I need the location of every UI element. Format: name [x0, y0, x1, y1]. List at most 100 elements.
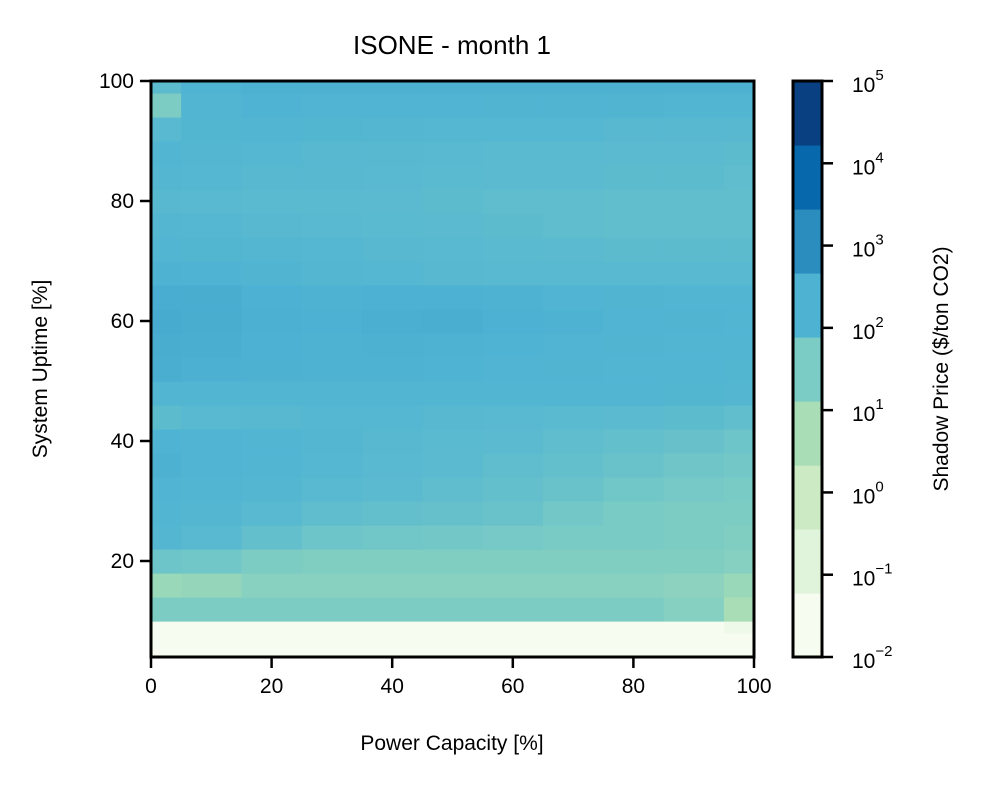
heatmap-cell: [151, 573, 182, 598]
heatmap-cell: [362, 81, 423, 94]
heatmap-cell: [241, 525, 303, 550]
heatmap-cell: [603, 141, 665, 166]
heatmap-cell: [181, 549, 243, 574]
heatmap-cell: [603, 261, 665, 286]
heatmap-cell: [362, 597, 423, 622]
heatmap-cell: [301, 141, 363, 166]
colorbar-tick-label: 104: [852, 149, 884, 179]
heatmap-cell: [482, 525, 544, 550]
heatmap-cell: [301, 165, 363, 190]
heatmap-cell: [663, 621, 725, 634]
heatmap-cell: [422, 165, 484, 190]
heatmap-cell: [241, 237, 303, 262]
heatmap-cell: [301, 93, 363, 118]
heatmap-cell: [181, 93, 243, 118]
heatmap-cell: [482, 261, 544, 286]
colorbar-tick-label: 105: [852, 67, 884, 97]
heatmap-cell: [301, 81, 363, 94]
heatmap-cell: [151, 213, 182, 238]
heatmap-cell: [241, 93, 303, 118]
heatmap-cell: [301, 453, 363, 478]
heatmap-cell: [542, 357, 604, 382]
heatmap-cell: [362, 141, 423, 166]
heatmap-cell: [301, 597, 363, 622]
heatmap-cell: [422, 597, 484, 622]
heatmap-cell: [241, 405, 303, 430]
heatmap-cell: [422, 285, 484, 310]
y-tick-label: 40: [111, 430, 134, 453]
heatmap-cell: [542, 81, 604, 94]
heatmap-cell: [422, 261, 484, 286]
heatmap-cell: [482, 333, 544, 358]
heatmap-cell: [723, 621, 755, 634]
heatmap-cell: [181, 81, 243, 94]
heatmap-cell: [241, 333, 303, 358]
heatmap-cell: [181, 429, 243, 454]
heatmap-cell: [151, 237, 182, 262]
heatmap-cell: [362, 405, 423, 430]
heatmap-cell: [362, 381, 423, 406]
heatmap-cell: [482, 117, 544, 142]
heatmap-cell: [663, 405, 725, 430]
heatmap-cell: [603, 237, 665, 262]
heatmap-cell: [151, 501, 182, 526]
colorbar-segment: [793, 593, 822, 658]
x-tick-label: 40: [381, 675, 404, 698]
heatmap-cell: [181, 477, 243, 502]
heatmap-cell: [603, 117, 665, 142]
heatmap-cell: [301, 549, 363, 574]
heatmap-cell: [723, 597, 755, 622]
heatmap-cell: [151, 189, 182, 214]
heatmap-cell: [603, 165, 665, 190]
heatmap-cell: [151, 549, 182, 574]
heatmap-cell: [151, 285, 182, 310]
heatmap-cell: [241, 213, 303, 238]
colorbar-label: Shadow Price ($/ton CO2): [930, 246, 953, 491]
heatmap-cell: [241, 357, 303, 382]
heatmap-cell: [362, 453, 423, 478]
colorbar: 10−2 10−1 100 101 102 103 104 105: [791, 67, 892, 673]
colorbar-tick-label: 102: [852, 314, 884, 344]
heatmap-cell: [542, 189, 604, 214]
x-tick-label: 100: [736, 675, 771, 698]
chart-title: ISONE - month 1: [353, 30, 551, 60]
heatmap-cell: [151, 477, 182, 502]
x-tick-label: 20: [260, 675, 283, 698]
y-tick-label: 100: [99, 70, 134, 93]
heatmap-cell: [723, 525, 755, 550]
heatmap-cell: [422, 309, 484, 334]
heatmap-cell: [241, 477, 303, 502]
heatmap-cell: [422, 453, 484, 478]
heatmap-cell: [663, 189, 725, 214]
heatmap-cell: [422, 381, 484, 406]
heatmap-cell: [482, 285, 544, 310]
y-tick-label: 20: [111, 550, 134, 573]
heatmap-cell: [723, 189, 755, 214]
heatmap-cell: [151, 621, 182, 634]
heatmap-cell: [663, 261, 725, 286]
heatmap-cell: [542, 381, 604, 406]
heatmap-cell: [663, 165, 725, 190]
heatmap-cell: [603, 525, 665, 550]
heatmap-cell: [482, 549, 544, 574]
heatmap-cell: [663, 501, 725, 526]
heatmap-cell: [181, 501, 243, 526]
heatmap-cell: [482, 453, 544, 478]
heatmap-cell: [542, 117, 604, 142]
heatmap-cell: [181, 357, 243, 382]
heatmap-cell: [663, 453, 725, 478]
heatmap-cell: [723, 333, 755, 358]
heatmap-cell: [301, 477, 363, 502]
heatmap-cell: [603, 501, 665, 526]
heatmap-cell: [181, 381, 243, 406]
heatmap-cell: [151, 141, 182, 166]
heatmap-cell: [542, 549, 604, 574]
heatmap-cell: [603, 429, 665, 454]
heatmap-cell: [422, 189, 484, 214]
heatmap-cell: [301, 309, 363, 334]
heatmap-cell: [723, 165, 755, 190]
heatmap-cell: [301, 261, 363, 286]
heatmap-cell: [241, 81, 303, 94]
heatmap-cell: [151, 165, 182, 190]
